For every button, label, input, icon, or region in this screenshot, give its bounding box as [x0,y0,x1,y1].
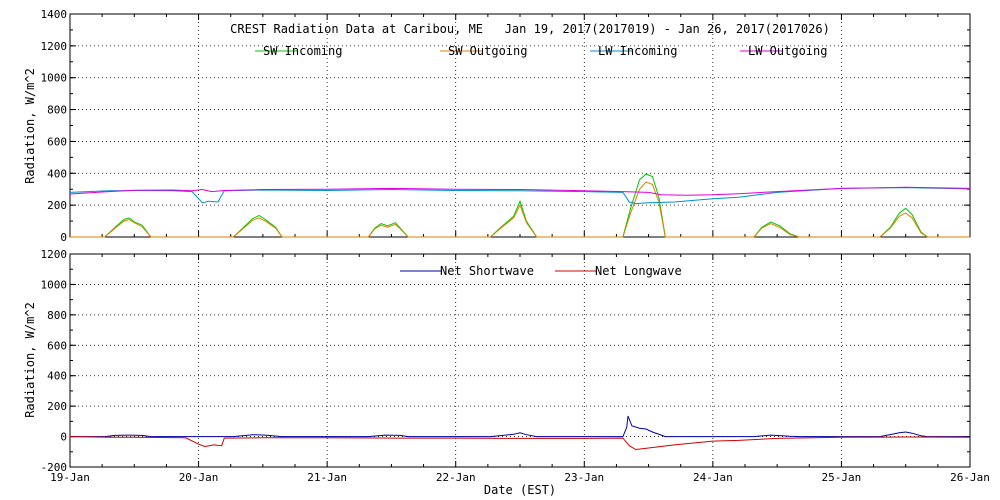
top-axis-ticks: 0 200 400 600 800 1000 1200 1400 [41,8,971,244]
legend-label-net-shortwave: Net Shortwave [440,264,534,278]
y-tick-label: -200 [41,461,68,474]
legend-label-sw-incoming: SW Incoming [263,44,342,58]
bottom-legend: Net Shortwave Net Longwave [400,264,682,278]
x-tick-label: 19-Jan [50,471,90,484]
x-tick-label: 22-Jan [436,471,476,484]
x-tick-label: 21-Jan [307,471,347,484]
y-tick-label: 400 [47,167,67,180]
y-tick-label: 1000 [41,72,68,85]
y-tick-label: 600 [47,339,67,352]
bottom-grid [70,254,970,467]
y-tick-label: 1200 [41,40,68,53]
x-axis-label: Date (EST) [484,483,556,497]
legend-label-net-longwave: Net Longwave [595,264,682,278]
bottom-y-axis-label: Radiation, W/m^2 [23,302,37,418]
bottom-axis-ticks: -200 0 200 400 600 800 1000 1200 19-Jan 20-Jan 21-… [41,248,990,484]
y-tick-label: 600 [47,135,67,148]
y-tick-label: 200 [47,199,67,212]
legend-label-lw-incoming: LW Incoming [598,44,677,58]
y-tick-label: 0 [60,431,67,444]
x-tick-label: 25-Jan [822,471,862,484]
legend-label-sw-outgoing: SW Outgoing [448,44,527,58]
x-tick-label: 26-Jan [950,471,990,484]
series-line-sw-outgoing [70,181,970,238]
top-legend: SW Incoming SW Outgoing LW Incoming LW Outg… [255,44,827,58]
x-tick-label: 20-Jan [179,471,219,484]
y-tick-label: 1200 [41,248,68,261]
y-tick-label: 1000 [41,278,68,291]
x-tick-label: 24-Jan [693,471,733,484]
top-chart-title: CREST Radiation Data at Caribou, ME Jan … [230,22,830,36]
bottom-series-group [69,415,971,451]
y-tick-label: 800 [47,104,67,117]
top-series-group [69,173,971,238]
y-tick-label: 400 [47,370,67,383]
top-y-axis-label: Radiation, W/m^2 [23,68,37,184]
series-line-net-shortwave [70,415,970,438]
series-line-net-longwave [69,436,971,451]
legend-label-lw-outgoing: LW Outgoing [748,44,827,58]
x-tick-label: 23-Jan [564,471,604,484]
series-line-lw-outgoing [69,186,971,196]
y-tick-label: 1400 [41,8,68,21]
series-line-lw-incoming [69,187,971,205]
y-tick-label: 800 [47,309,67,322]
y-tick-label: 200 [47,400,67,413]
bottom-plot-frame [69,253,971,468]
bottom-chart-panel: -200 0 200 400 600 800 1000 1200 19-Jan 20-Jan 21-… [23,248,990,497]
y-tick-label: 0 [60,231,67,244]
top-chart-panel: 0 200 400 600 800 1000 1200 1400 CREST Radiatio… [23,8,971,244]
